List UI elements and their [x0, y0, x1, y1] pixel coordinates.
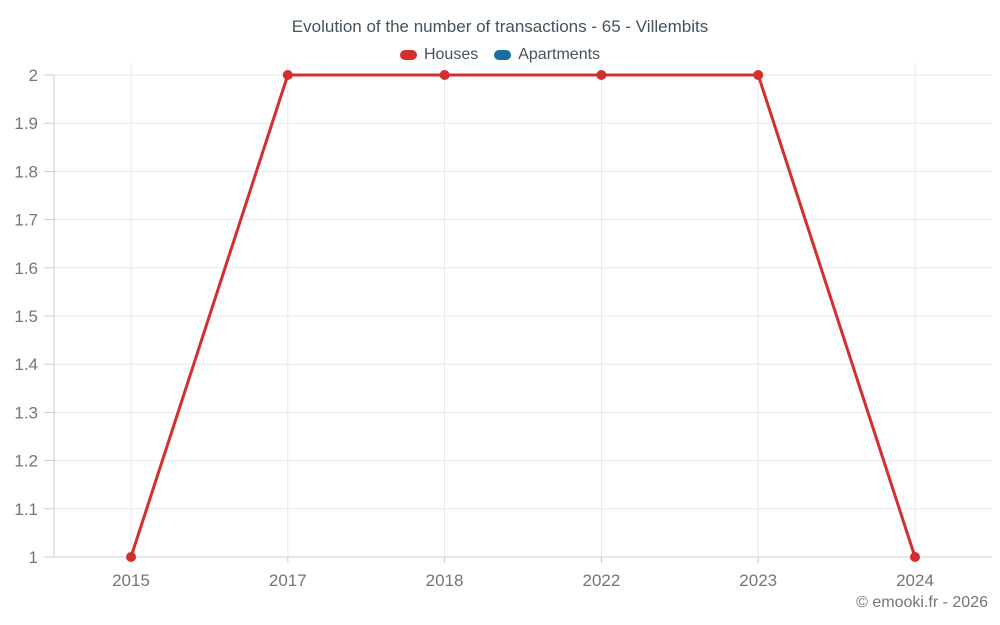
data-point-houses-2024[interactable]: [910, 552, 920, 562]
x-tick-label: 2022: [582, 571, 620, 590]
data-point-houses-2018[interactable]: [439, 70, 450, 80]
legend-item-houses: Houses: [399, 46, 479, 64]
chart-title: Evolution of the number of transactions …: [291, 17, 709, 36]
y-tick-label: 1.6: [14, 259, 38, 278]
data-point-houses-2023[interactable]: [753, 70, 764, 80]
copyright-text: © emooki.fr - 2026: [856, 594, 988, 611]
x-tick-label: 2017: [269, 571, 307, 590]
data-point-houses-2022[interactable]: [596, 70, 607, 80]
x-tick-label: 2023: [739, 571, 777, 590]
data-point-houses-2017[interactable]: [282, 70, 293, 80]
x-tick-label: 2015: [112, 571, 150, 590]
y-tick-label: 1.2: [14, 452, 38, 471]
legend-swatch-apartments: [494, 50, 512, 60]
y-tick-label: 1: [29, 548, 38, 567]
x-tick-label: 2018: [426, 571, 464, 590]
y-tick-label: 1.3: [14, 403, 38, 422]
data-point-houses-2015[interactable]: [126, 552, 136, 562]
y-tick-label: 1.7: [14, 211, 38, 230]
houses-line: [129, 73, 917, 559]
y-tick-label: 1.8: [14, 162, 38, 181]
y-tick-label: 1.1: [14, 500, 38, 519]
y-tick-label: 1.9: [14, 114, 38, 133]
chart-legend: Houses Apartments: [0, 46, 1000, 64]
x-tick-label: 2024: [896, 571, 934, 590]
legend-swatch-houses: [399, 50, 417, 60]
legend-label: Houses: [423, 46, 479, 63]
y-tick-label: 1.5: [14, 307, 38, 326]
legend-item-apartments: Apartments: [494, 46, 600, 64]
y-tick-label: 1.4: [14, 355, 38, 374]
legend-label: Apartments: [518, 46, 601, 63]
y-tick-label: 2: [29, 66, 38, 85]
